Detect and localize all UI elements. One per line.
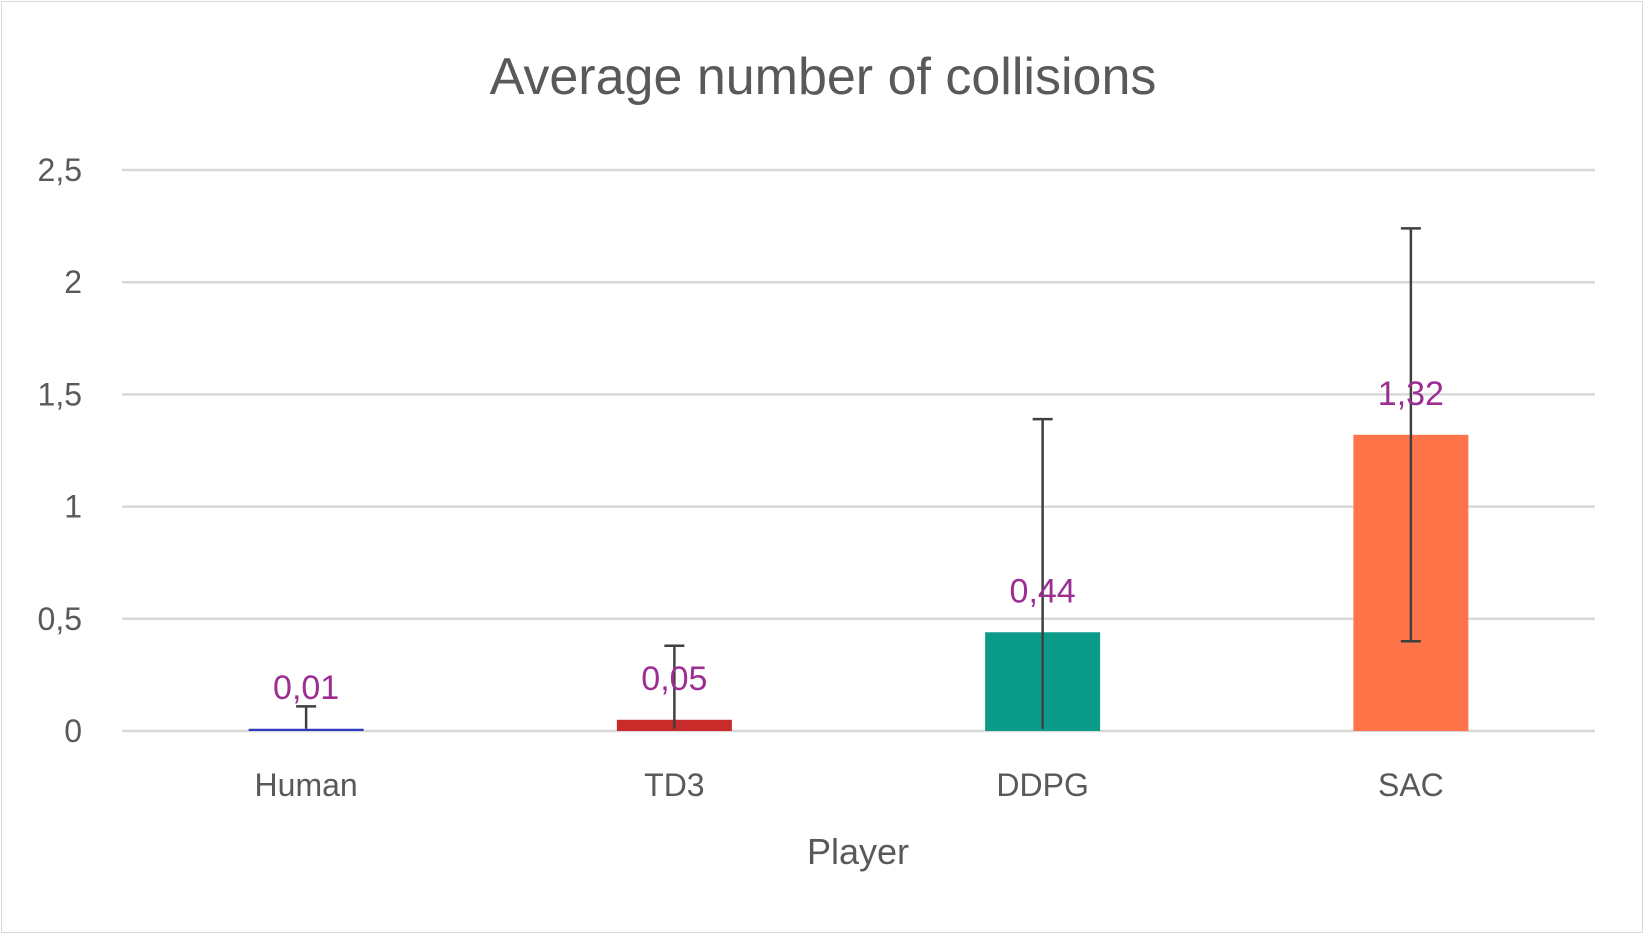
x-tick-label: SAC	[1378, 767, 1444, 803]
x-tick-label: TD3	[644, 767, 704, 803]
data-label: 0,05	[641, 660, 707, 698]
y-tick-label: 0	[64, 713, 82, 749]
y-tick-label: 1	[64, 489, 82, 525]
bar-human	[248, 728, 364, 731]
x-tick-label: Human	[255, 767, 358, 803]
data-label: 0,44	[1010, 572, 1076, 610]
data-labels: 0,01 0,05 0,44 1,32	[273, 375, 1444, 707]
x-tick-label: DDPG	[996, 767, 1088, 803]
y-tick-label: 2	[64, 264, 82, 300]
y-tick-label: 1,5	[38, 376, 82, 412]
y-tick-label: 2,5	[38, 152, 82, 188]
y-tick-label: 0,5	[38, 601, 82, 637]
data-label: 0,01	[273, 669, 339, 707]
x-axis-title: Player	[807, 831, 909, 872]
y-axis-ticks: 0 0,5 1 1,5 2 2,5	[38, 152, 82, 749]
x-axis-ticks: Human TD3 DDPG SAC	[255, 767, 1444, 803]
chart-title: Average number of collisions	[490, 48, 1157, 106]
data-label: 1,32	[1378, 375, 1444, 413]
gridlines	[122, 168, 1595, 733]
error-bars	[296, 227, 1421, 729]
bars	[248, 434, 1469, 731]
